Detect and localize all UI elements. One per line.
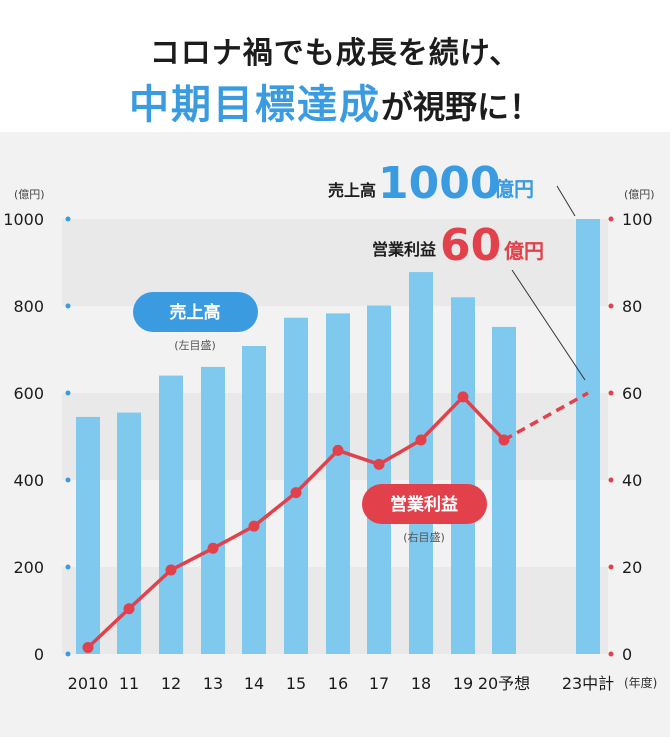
right-tick-dot: [608, 651, 614, 657]
bar: [159, 375, 183, 654]
x-axis-unit: (年度): [624, 675, 657, 690]
line-series: [82, 391, 589, 653]
x-tick-label: 20予想: [478, 674, 530, 693]
chart-area: 0 200 400 600 800 1000 0 20 40 60 80 100 2010 11 12 13 1…: [0, 132, 670, 737]
x-tick-label: 23中計: [562, 674, 614, 693]
left-tick-label: 400: [13, 471, 44, 490]
line-series-axis-note: (右目盛): [403, 530, 445, 544]
bar-series: [76, 219, 600, 654]
line-point: [207, 542, 219, 554]
left-tick-label: 0: [34, 645, 44, 664]
left-tick-dot: [65, 564, 71, 570]
line-point: [123, 603, 135, 615]
target-profit-value: 60: [440, 220, 501, 271]
left-tick-label: 800: [13, 297, 44, 316]
line-point: [290, 487, 302, 499]
target-sales-value: 1000: [378, 158, 500, 209]
right-tick-dot: [608, 303, 614, 309]
left-tick-dot: [65, 651, 71, 657]
line-series-label-pill: [362, 484, 487, 524]
x-tick-label: 17: [369, 674, 389, 693]
right-tick-label: 40: [622, 471, 642, 490]
right-tick-label: 20: [622, 558, 642, 577]
headline-line2: 中期目標達成が視野に！: [0, 72, 670, 130]
right-tick-dot: [608, 477, 614, 483]
target-profit-unit: 億円: [504, 239, 544, 263]
bar-series-label-pill: [133, 292, 258, 332]
right-tick-dot: [608, 216, 614, 222]
left-tick-dot: [65, 477, 71, 483]
grid-band: [62, 219, 608, 306]
right-tick-label: 100: [622, 210, 653, 229]
bar: [409, 272, 433, 654]
bar-series-axis-note: (左目盛): [174, 338, 216, 352]
bar: [576, 219, 600, 654]
bar: [367, 305, 391, 654]
left-tick-dot: [65, 303, 71, 309]
headline-line1: コロナ禍でも成長を続け、: [149, 36, 521, 71]
headline: コロナ禍でも成長を続け、 中期目標達成が視野に！: [0, 0, 670, 132]
right-tick-dot: [608, 564, 614, 570]
axes: 0 200 400 600 800 1000 0 20 40 60 80 100 2010 11 12 13 1…: [3, 210, 652, 693]
line-series-dashed: [503, 391, 589, 442]
right-tick-label: 80: [622, 297, 642, 316]
target-profit-label: 営業利益: [372, 240, 436, 259]
x-tick-label: 14: [244, 674, 264, 693]
left-tick-dot: [65, 216, 71, 222]
right-tick-label: 60: [622, 384, 642, 403]
bar: [201, 366, 225, 654]
line-point: [82, 641, 94, 653]
left-axis-unit: (億円): [14, 188, 45, 201]
target-sales-leader: [556, 185, 576, 217]
headline-accent: 中期目標達成: [128, 82, 381, 128]
x-tick-label: 2010: [68, 674, 109, 693]
x-tick-label: 19: [453, 674, 473, 693]
x-tick-label: 11: [119, 674, 139, 693]
left-tick-label: 1000: [3, 210, 44, 229]
line-point: [415, 434, 427, 446]
right-tick-dot: [608, 390, 614, 396]
bar: [492, 326, 516, 654]
bar: [76, 416, 100, 654]
line-point: [248, 520, 260, 532]
bar-series-label: 売上高: [170, 302, 221, 323]
line-point: [373, 458, 385, 470]
line-point: [498, 434, 510, 446]
headline-rest: が視野に！: [380, 88, 541, 126]
line-series-label: 営業利益: [390, 494, 458, 515]
line-point: [457, 391, 469, 403]
left-tick-label: 200: [13, 558, 44, 577]
right-axis-unit: (億円): [624, 188, 655, 201]
right-tick-label: 0: [622, 645, 632, 664]
x-tick-label: 13: [203, 674, 223, 693]
chart-svg: 0 200 400 600 800 1000 0 20 40 60 80 100 2010 11 12 13 1…: [0, 132, 670, 737]
left-tick-label: 600: [13, 384, 44, 403]
target-sales-label: 売上高: [328, 181, 376, 200]
line-point: [165, 564, 177, 576]
bar: [451, 297, 475, 654]
line-point: [332, 444, 344, 456]
x-tick-label: 18: [411, 674, 431, 693]
x-tick-label: 12: [161, 674, 181, 693]
target-profit-leader: [511, 269, 586, 381]
target-sales-unit: 億円: [494, 177, 534, 201]
x-tick-label: 15: [286, 674, 306, 693]
x-tick-label: 16: [328, 674, 348, 693]
left-tick-dot: [65, 390, 71, 396]
bar: [326, 313, 350, 654]
bar: [242, 346, 266, 654]
